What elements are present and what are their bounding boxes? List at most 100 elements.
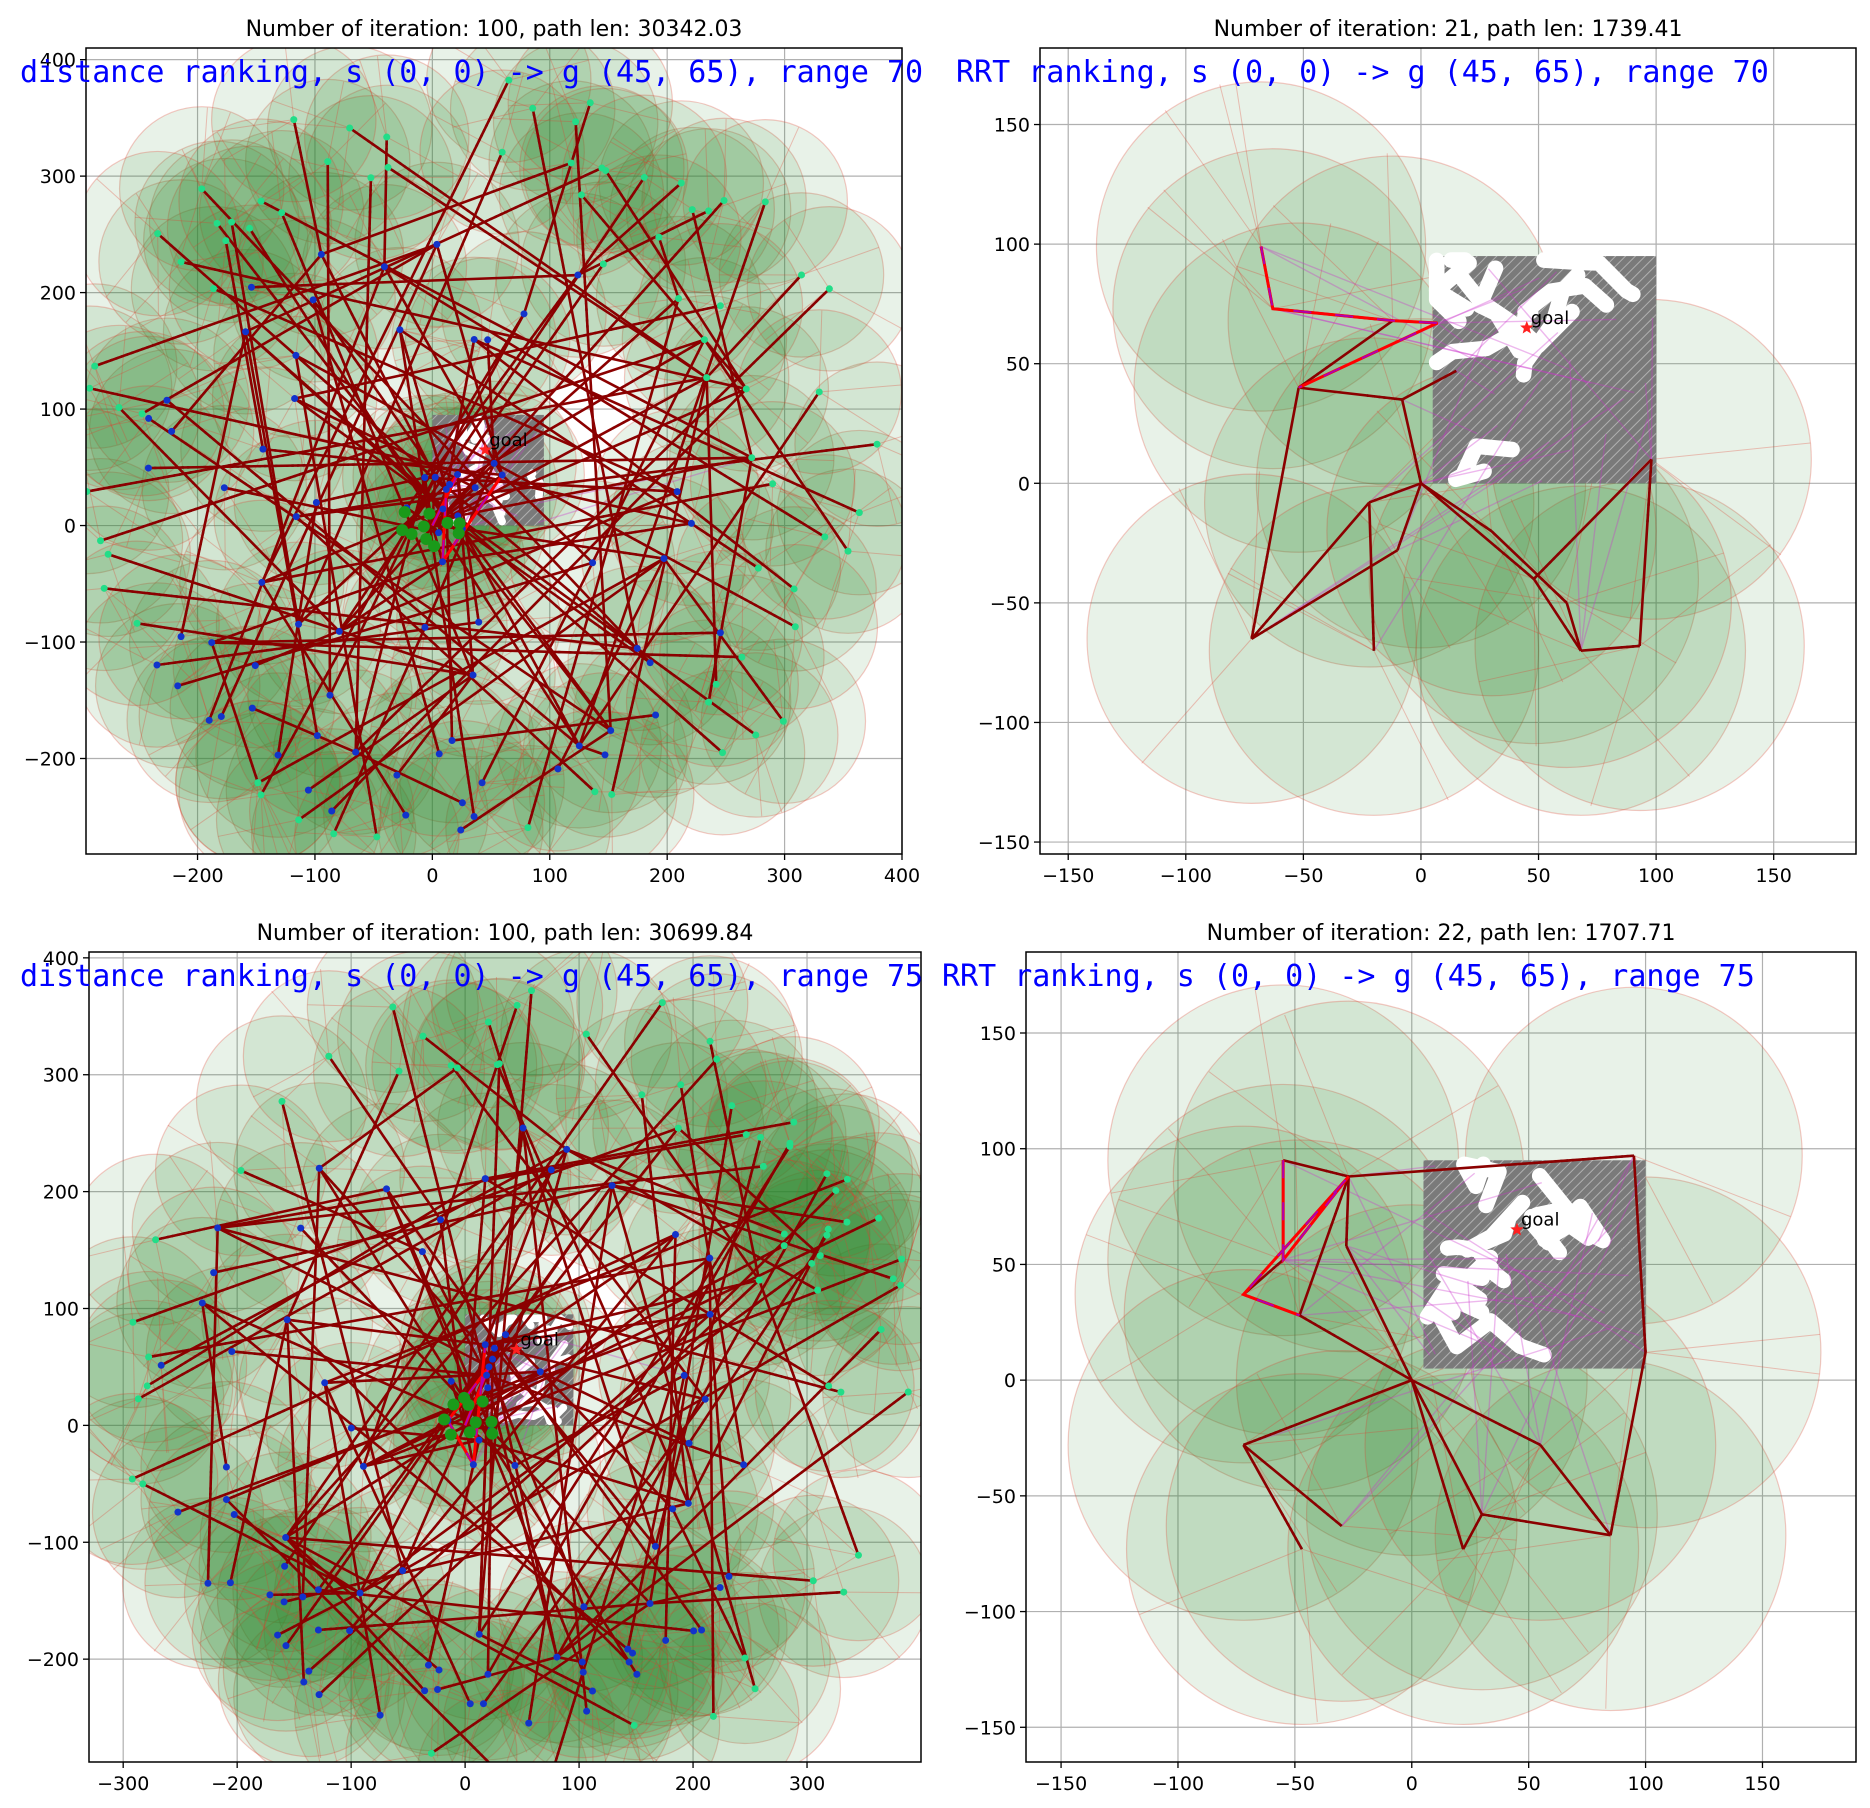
leaf-point bbox=[484, 1670, 492, 1678]
sensor-ray bbox=[1420, 483, 1510, 626]
chart-title: Number of iteration: 21, path len: 1739.… bbox=[1214, 17, 1683, 42]
leaf-point bbox=[469, 1461, 477, 1469]
leaf-point bbox=[376, 1711, 384, 1719]
magenta-ray bbox=[1341, 1224, 1613, 1527]
leaf-point bbox=[580, 1603, 588, 1611]
sensor-ray bbox=[783, 1245, 851, 1303]
leaf-point bbox=[314, 1586, 322, 1594]
leaf-point bbox=[798, 271, 806, 279]
leaf-point bbox=[324, 158, 332, 166]
sensor-ray bbox=[1651, 458, 1782, 556]
sensor-ray bbox=[556, 1094, 642, 1100]
sensor-ray bbox=[876, 443, 902, 456]
leaf-point bbox=[700, 336, 708, 344]
leaf-point bbox=[738, 653, 746, 661]
leaf-point bbox=[505, 76, 513, 84]
leaf-point bbox=[579, 1668, 587, 1676]
sensor-ray bbox=[596, 298, 679, 310]
range-circle bbox=[468, 1679, 641, 1762]
sensor-ray bbox=[1272, 205, 1394, 322]
tree-edge bbox=[1298, 1176, 1350, 1316]
sensor-ray bbox=[830, 1103, 837, 1191]
sensor-ray bbox=[219, 1198, 301, 1229]
sensor-ray bbox=[609, 522, 692, 528]
sensor-ray bbox=[546, 791, 596, 854]
magenta-ray bbox=[1401, 398, 1478, 435]
sensor-ray bbox=[687, 259, 705, 340]
x-tick-label: 0 bbox=[1406, 1773, 1418, 1795]
range-annotation: distance ranking, s (0, 0) -> g (45, 65)… bbox=[20, 959, 923, 994]
green-marker bbox=[486, 1427, 499, 1440]
tree-edge bbox=[1250, 387, 1300, 639]
sensor-ray bbox=[252, 782, 259, 854]
magenta-ray bbox=[1455, 271, 1558, 372]
leaf-point bbox=[251, 662, 259, 670]
sensor-ray bbox=[86, 367, 120, 408]
tree-edge bbox=[142, 1482, 361, 1595]
sensor-ray bbox=[1272, 277, 1430, 310]
tree-edge bbox=[261, 482, 773, 584]
tree-edge bbox=[283, 1148, 568, 1568]
tree-edge bbox=[1242, 1378, 1413, 1447]
leaf-point bbox=[328, 807, 336, 815]
tree-edge bbox=[703, 338, 850, 552]
magenta-ray bbox=[1299, 1292, 1586, 1317]
tree-edge bbox=[580, 194, 748, 390]
tree-edge bbox=[708, 1258, 715, 1717]
sensor-ray bbox=[353, 1669, 440, 1677]
sensor-ray bbox=[86, 490, 88, 493]
sensor-ray bbox=[1389, 1444, 1541, 1535]
y-tick-label: −100 bbox=[978, 712, 1030, 734]
sensor-ray bbox=[86, 553, 109, 561]
leaf-point bbox=[808, 1259, 816, 1267]
sensor-ray bbox=[129, 1439, 179, 1513]
leaf-point bbox=[536, 1368, 544, 1376]
y-tick-label: 100 bbox=[980, 1139, 1016, 1161]
leaf-point bbox=[198, 1299, 206, 1307]
tree-edge bbox=[206, 1227, 219, 1584]
magenta-ray bbox=[1272, 308, 1635, 394]
sensor-ray bbox=[685, 684, 717, 761]
leaf-point bbox=[630, 1721, 638, 1729]
sensor-ray bbox=[812, 1580, 826, 1668]
sensor-ray bbox=[303, 1681, 321, 1762]
sensor-ray bbox=[224, 159, 227, 241]
tree-edge bbox=[1401, 369, 1457, 401]
leaf-point bbox=[519, 1124, 527, 1132]
sensor-ray bbox=[584, 184, 604, 265]
plot-area: goal bbox=[86, 48, 902, 854]
leaf-point bbox=[769, 480, 777, 488]
leaf-point bbox=[475, 618, 483, 626]
leaf-point bbox=[359, 1462, 367, 1470]
path-purple bbox=[1241, 1160, 1350, 1317]
sensor-ray bbox=[1436, 1534, 1611, 1562]
sensor-ray bbox=[262, 161, 329, 212]
sensor-ray bbox=[1086, 1234, 1244, 1295]
y-tick-label: 400 bbox=[40, 50, 76, 72]
tree-edge bbox=[484, 1177, 830, 1388]
y-tick-label: 100 bbox=[40, 399, 76, 421]
leaf-point bbox=[439, 505, 447, 513]
sensor-ray bbox=[1516, 1352, 1646, 1471]
sensor-ray bbox=[594, 791, 678, 793]
sensor-ray bbox=[772, 483, 845, 525]
sensor-ray bbox=[231, 176, 301, 223]
sensor-ray bbox=[286, 1319, 303, 1407]
y-tick-label: 200 bbox=[43, 1182, 79, 1204]
magenta-ray bbox=[1580, 433, 1607, 651]
leaf-point bbox=[741, 1654, 749, 1662]
sensor-ray bbox=[232, 344, 295, 399]
leaf-point bbox=[143, 1382, 151, 1390]
sensor-ray bbox=[1404, 576, 1567, 604]
tree-edge bbox=[284, 1536, 426, 1692]
sensor-ray bbox=[392, 1006, 437, 1084]
tree-edge bbox=[1410, 1379, 1484, 1515]
leaf-point bbox=[608, 790, 616, 798]
leaf-point bbox=[706, 1310, 714, 1318]
leaf-point bbox=[484, 1018, 492, 1026]
sensor-ray bbox=[376, 55, 388, 138]
sensor-ray bbox=[260, 794, 265, 854]
tree-edge bbox=[294, 304, 721, 400]
sensor-ray bbox=[1629, 459, 1652, 621]
leaf-point bbox=[481, 1175, 489, 1183]
